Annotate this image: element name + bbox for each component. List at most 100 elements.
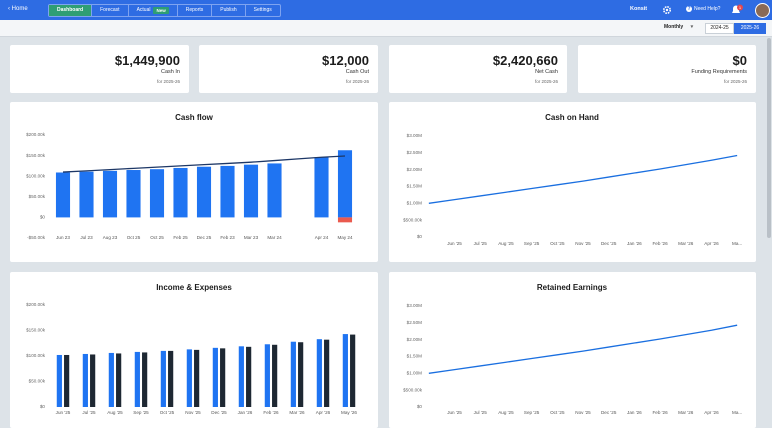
x-tick-label: Oct '25 bbox=[550, 241, 565, 246]
bar bbox=[314, 157, 329, 218]
bar bbox=[168, 350, 174, 407]
notifications-icon[interactable]: 1 bbox=[730, 4, 744, 16]
bar bbox=[116, 353, 122, 407]
kpi-label: Cash In bbox=[161, 69, 180, 75]
tab-label: Settings bbox=[253, 7, 272, 13]
tab[interactable]: Actual New bbox=[129, 5, 178, 16]
tab[interactable]: Reports bbox=[178, 5, 213, 16]
help-link[interactable]: ? Need Help? bbox=[686, 6, 720, 12]
bar bbox=[79, 171, 94, 218]
kpi-note: for 2025-26 bbox=[723, 79, 747, 84]
x-tick-label: Jul '25 bbox=[474, 241, 488, 246]
y-tick-label: $100.00k bbox=[26, 353, 46, 358]
x-tick-label: Jun '25 bbox=[447, 241, 462, 246]
y-tick-label: $1.00M bbox=[407, 201, 422, 206]
line bbox=[62, 155, 346, 173]
tab-label: Forecast bbox=[100, 7, 120, 13]
bar bbox=[126, 170, 141, 218]
bar bbox=[82, 353, 88, 407]
company-name[interactable]: Konsit bbox=[630, 6, 648, 12]
x-tick-label: Jan '26 bbox=[238, 410, 253, 415]
x-tick-label: Nov '25 bbox=[575, 410, 591, 415]
y-tick-label: $150.00k bbox=[26, 328, 46, 333]
y-tick-label: $50.00k bbox=[29, 194, 46, 199]
kpi-value: $1,449,900 bbox=[114, 53, 180, 68]
kpi-card: $12,000 Cash Out for 2025-26 bbox=[199, 45, 378, 93]
y-tick-label: $2.00M bbox=[407, 167, 422, 172]
help-icon: ? bbox=[686, 6, 692, 12]
year-button[interactable]: 2024-25 bbox=[705, 23, 734, 34]
x-tick-label: Mar '26 bbox=[678, 241, 694, 246]
toolbar: Monthly ▾ 2024-25 2025-26 bbox=[0, 20, 772, 37]
period-label: Monthly bbox=[664, 24, 684, 30]
x-tick-label: Oct 25 bbox=[127, 235, 141, 240]
y-tick-label: $150.00k bbox=[26, 153, 46, 158]
x-tick-label: Jan '26 bbox=[627, 410, 642, 415]
y-tick-label: -$50.00k bbox=[27, 235, 46, 240]
tab[interactable]: Publish bbox=[212, 5, 246, 16]
chart-card bbox=[10, 272, 378, 428]
bar bbox=[142, 352, 148, 407]
bar bbox=[342, 334, 348, 407]
y-tick-label: $200.00k bbox=[26, 302, 46, 307]
bar bbox=[220, 348, 226, 407]
x-tick-label: Jun '25 bbox=[56, 410, 71, 415]
kpi-value: $2,420,660 bbox=[492, 53, 558, 68]
bar bbox=[64, 354, 70, 407]
x-tick-label: Sep '25 bbox=[524, 241, 540, 246]
tab[interactable]: Settings bbox=[246, 5, 280, 16]
x-tick-label: Jul '25 bbox=[474, 410, 488, 415]
bar bbox=[55, 172, 71, 218]
x-tick-label: May '26 bbox=[341, 410, 357, 415]
y-tick-label: $500.00k bbox=[403, 217, 423, 222]
year-button[interactable]: 2025-26 bbox=[734, 23, 766, 34]
scrollbar[interactable] bbox=[767, 38, 771, 238]
x-tick-label: Jun 23 bbox=[56, 235, 70, 240]
period-select[interactable]: Monthly ▾ bbox=[664, 24, 694, 30]
home-link[interactable]: ‹ Home bbox=[8, 6, 28, 12]
x-tick-label: Mar '26 bbox=[289, 410, 305, 415]
x-tick-label: Oct '25 bbox=[160, 410, 175, 415]
x-tick-label: May 24 bbox=[337, 235, 353, 240]
x-tick-label: Dec '25 bbox=[601, 241, 617, 246]
x-tick-label: Jan '26 bbox=[627, 241, 642, 246]
chart-title: Cash flow bbox=[175, 113, 214, 122]
kpi-card: $0 Funding Requirements for 2025-26 bbox=[578, 45, 756, 93]
bar bbox=[160, 350, 166, 407]
tab-label: Reports bbox=[185, 7, 204, 13]
y-tick-label: $500.00k bbox=[403, 387, 423, 392]
new-badge: New bbox=[153, 7, 169, 14]
x-tick-label: Sep '25 bbox=[524, 410, 540, 415]
bar bbox=[316, 339, 322, 407]
y-tick-label: $3.00M bbox=[407, 303, 422, 308]
x-tick-label: Jun '25 bbox=[447, 410, 462, 415]
kpi-note: for 2025-26 bbox=[534, 79, 558, 84]
kpi-value: $12,000 bbox=[322, 53, 369, 68]
y-tick-label: $2.50M bbox=[407, 320, 422, 325]
avatar[interactable] bbox=[755, 3, 770, 18]
bar bbox=[238, 346, 244, 407]
y-tick-label: $50.00k bbox=[29, 379, 46, 384]
x-tick-label: Apr '26 bbox=[704, 241, 719, 246]
kpi-note: for 2025-26 bbox=[345, 79, 369, 84]
settings-icon[interactable] bbox=[662, 5, 672, 15]
bar bbox=[337, 217, 353, 223]
bar bbox=[196, 166, 212, 218]
tab[interactable]: Dashboard bbox=[49, 5, 93, 16]
chart-title: Retained Earnings bbox=[537, 283, 608, 292]
bar bbox=[298, 342, 304, 407]
bar bbox=[337, 150, 353, 218]
tab-label: Publish bbox=[220, 7, 237, 13]
line bbox=[428, 154, 738, 204]
tab[interactable]: Forecast bbox=[92, 5, 129, 16]
x-tick-label: Jul 23 bbox=[80, 235, 93, 240]
bar bbox=[90, 354, 96, 407]
bar bbox=[102, 170, 118, 218]
x-tick-label: Aug '25 bbox=[498, 410, 514, 415]
x-tick-label: Dec 25 bbox=[197, 235, 212, 240]
bar bbox=[243, 164, 259, 218]
x-tick-label: Oct '25 bbox=[550, 410, 565, 415]
x-tick-label: Apr '26 bbox=[704, 410, 719, 415]
y-tick-label: $200.00k bbox=[26, 132, 46, 137]
